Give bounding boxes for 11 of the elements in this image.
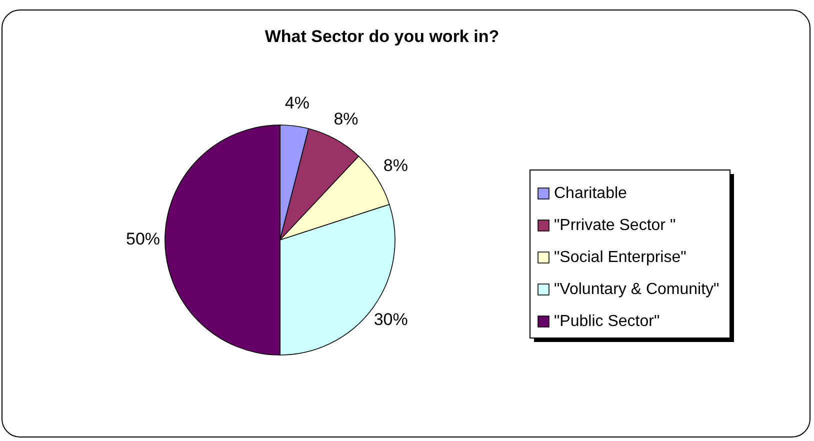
data-label: 50% bbox=[126, 229, 160, 248]
data-label: 4% bbox=[284, 94, 310, 113]
legend-label: "Social Enterprise" bbox=[554, 249, 686, 266]
legend-label: "Voluntary & Comunity" bbox=[554, 281, 720, 298]
data-label: 8% bbox=[334, 109, 358, 128]
data-label: 8% bbox=[383, 156, 408, 176]
legend-label: "Prrivate Sector " bbox=[554, 217, 676, 234]
chart-title: What Sector do you work in? bbox=[264, 27, 500, 46]
legend-label: "Public Sector" bbox=[554, 313, 660, 330]
data-label: 30% bbox=[374, 310, 408, 330]
legend-label: Charitable bbox=[554, 185, 628, 202]
